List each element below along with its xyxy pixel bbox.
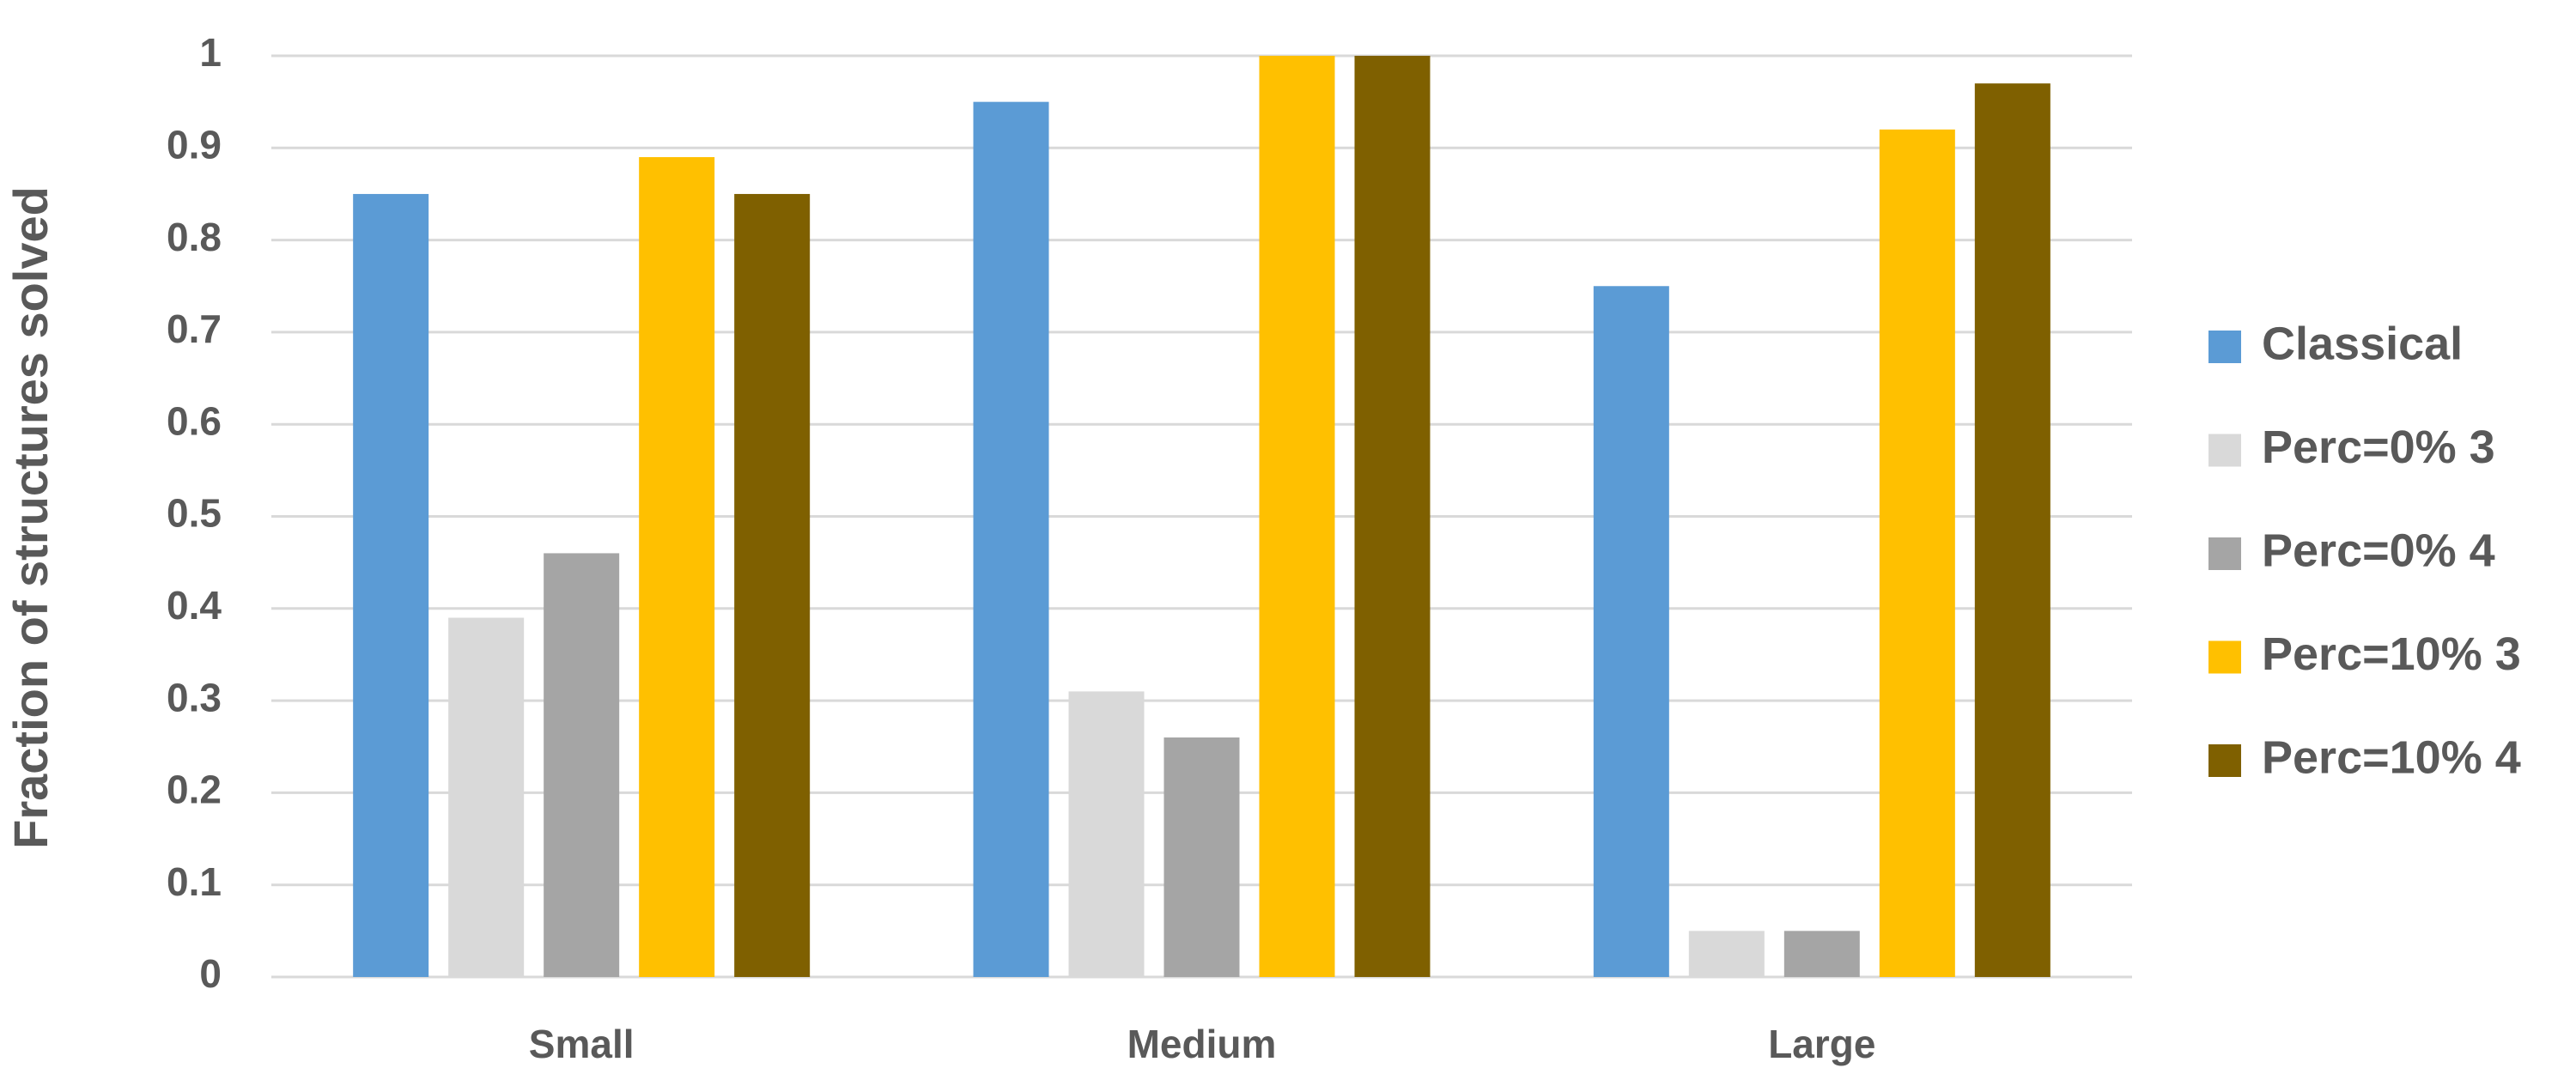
legend-label: Perc=0% 4 [2262,525,2495,576]
legend-swatch [2208,640,2241,674]
bar [1163,737,1240,977]
bar [448,617,525,977]
bar [1783,931,1860,977]
bar [1593,286,1669,977]
bar [734,193,811,977]
x-tick-label: Medium [1127,1022,1277,1066]
x-tick-label: Small [529,1022,635,1066]
bar [973,101,1049,977]
legend-swatch [2208,744,2241,777]
bar [544,553,620,977]
y-axis-label: Fraction of structures solved [3,186,58,849]
y-tick-label: 0.8 [167,215,222,259]
bar [1879,129,1955,978]
bar [1354,56,1431,977]
legend-swatch [2208,331,2241,363]
y-tick-label: 0.4 [167,583,222,628]
y-tick-label: 0.9 [167,122,222,167]
y-tick-label: 0.1 [167,859,222,904]
y-tick-label: 0.7 [167,306,222,351]
y-tick-label: 0 [199,951,222,996]
bar [639,157,715,977]
y-tick-label: 0.6 [167,398,222,443]
bar [1259,56,1335,977]
legend-label: Classical [2262,318,2463,369]
y-tick-label: 0.2 [167,768,222,812]
x-tick-label: Large [1768,1022,1875,1066]
bar [1688,931,1765,977]
y-tick-label: 1 [199,30,222,75]
legend-label: Perc=10% 3 [2262,628,2521,680]
legend-swatch [2208,434,2241,467]
bar [1068,691,1145,977]
y-tick-label: 0.3 [167,675,222,719]
bar [353,193,429,977]
legend-label: Perc=10% 4 [2262,731,2521,783]
legend-label: Perc=0% 3 [2262,422,2495,473]
y-tick-label: 0.5 [167,491,222,536]
legend-swatch [2208,537,2241,570]
bar [1974,83,2050,978]
